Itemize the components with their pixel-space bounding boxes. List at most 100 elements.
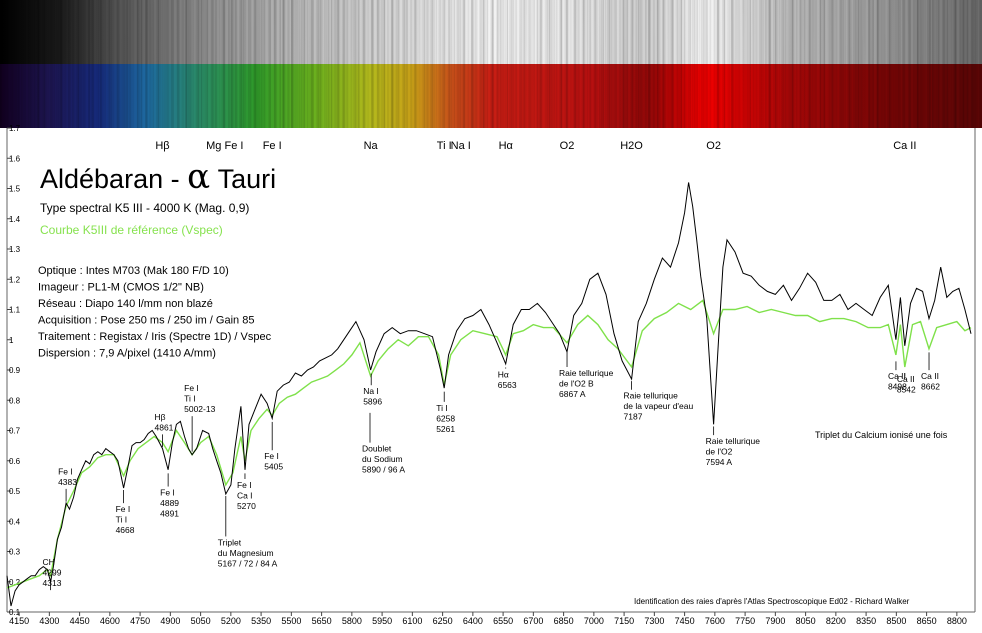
x-tick-label: 7450	[675, 616, 695, 626]
line-identification-labels: Hβ Mg Fe I Fe I Na Ti I Na I Hα O2 H2O O2 Ca II	[155, 140, 916, 152]
annotation-text: Hα	[498, 370, 509, 380]
annotation-text: 5002-13	[184, 404, 215, 414]
x-tick-label: 4600	[100, 616, 120, 626]
annotation-text: 6563	[498, 380, 517, 390]
calcium-triplet-note: Triplet du Calcium ionisé une fois	[815, 430, 948, 440]
annotation-text: Hβ	[154, 412, 165, 422]
annotation-text: Fe I	[116, 504, 131, 514]
header-text: Aldébaran - α Tauri Type spectral K5 III…	[38, 157, 276, 360]
observed-spectrum-line	[6, 182, 972, 607]
x-tick-label: 6250	[433, 616, 453, 626]
annotation-text: Raie tellurique	[624, 391, 679, 401]
x-tick-label: 4450	[70, 616, 90, 626]
y-tick-label: 1.1	[9, 306, 21, 315]
annotation-text: 5167 / 72 / 84 A	[218, 558, 278, 568]
x-tick-label: 5800	[342, 616, 362, 626]
annotation-text: 7594 A	[706, 457, 733, 467]
setup-line: Traitement : Registax / Iris (Spectre 1D…	[38, 331, 272, 343]
annotation-text: Triplet	[218, 537, 242, 547]
annotation-text: 7187	[624, 412, 643, 422]
y-tick-label: 0.6	[9, 457, 21, 466]
y-tick-label: 0.2	[9, 578, 21, 587]
y-tick-label: 0.3	[9, 548, 21, 557]
annotation-text: 8662	[921, 382, 940, 392]
line-id-label: Hβ	[155, 140, 169, 152]
line-id-label: Na	[364, 140, 379, 152]
annotation-text: 4313	[43, 578, 62, 588]
annotation-text: de l'O2	[706, 447, 733, 457]
x-tick-label: 8800	[947, 616, 967, 626]
color-spectrum-streaks	[0, 64, 982, 128]
y-tick-label: 1.2	[9, 275, 21, 284]
line-id-label: Ca II	[893, 140, 916, 152]
y-tick-label: 1.4	[9, 215, 21, 224]
line-id-label: Mg Fe I	[206, 140, 243, 152]
grayscale-spectrum-streaks	[0, 0, 982, 64]
line-id-label: Ti I	[437, 140, 452, 152]
annotation-text: Raie tellurique	[559, 368, 614, 378]
reference-curve-legend: Courbe K5III de référence (Vspec)	[40, 223, 223, 237]
annotation-text: CH	[43, 557, 55, 567]
annotation-text: Fe I	[58, 466, 73, 476]
y-tick-label: 0.5	[9, 487, 21, 496]
annotation-text: Raie tellurique	[706, 436, 761, 446]
annotation-text: du Magnesium	[218, 548, 274, 558]
line-id-label: O2	[706, 140, 721, 152]
title-constellation: Tauri	[210, 164, 276, 194]
annotation-text: 4889	[160, 498, 179, 508]
y-tick-label: 0.7	[9, 427, 21, 436]
annotation-text: 6867 A	[559, 389, 586, 399]
x-tick-label: 6700	[523, 616, 543, 626]
y-tick-label: 1	[9, 336, 14, 345]
x-tick-label: 7150	[614, 616, 634, 626]
x-tick-label: 4900	[160, 616, 180, 626]
annotation-text: de l'O2 B	[559, 379, 594, 389]
y-tick-label: 1.6	[9, 154, 21, 163]
line-id-label: O2	[560, 140, 575, 152]
x-tick-label: 6550	[493, 616, 513, 626]
x-tick-label: 8200	[826, 616, 846, 626]
line-id-label: H2O	[620, 140, 643, 152]
spectral-type-text: Type spectral K5 III - 4000 K (Mag. 0,9)	[40, 201, 249, 215]
annotation-text: de la vapeur d'eau	[624, 401, 694, 411]
x-tick-label: 7900	[765, 616, 785, 626]
annotation-text: Ca II	[897, 374, 915, 384]
x-tick-label: 5200	[221, 616, 241, 626]
x-tick-label: 5950	[372, 616, 392, 626]
annotation-text: 4299	[43, 568, 62, 578]
setup-line: Dispersion : 7,9 A/pixel (1410 A/mm)	[38, 348, 216, 360]
x-tick-label: 6400	[463, 616, 483, 626]
annotation-text: 8498	[888, 382, 907, 392]
x-tick-label: 5500	[281, 616, 301, 626]
annotation-text: Ti I	[184, 394, 196, 404]
annotation-text: Ca II	[888, 371, 906, 381]
y-tick-label: 1.3	[9, 245, 21, 254]
annotation-text: 5261	[436, 424, 455, 434]
x-axis-ticks: 4150 4300 4450 4600 4750 4900 5050 5200 5350 5500…	[9, 612, 967, 626]
setup-line: Optique : Intes M703 (Mak 180 F/D 10)	[38, 265, 229, 277]
annotation-text: Doublet	[362, 444, 392, 454]
y-tick-label: 0.8	[9, 396, 21, 405]
y-tick-label: 0.1	[9, 608, 21, 617]
x-tick-label: 4750	[130, 616, 150, 626]
setup-line: Imageur : PL1-M (CMOS 1/2" NB)	[38, 282, 204, 294]
y-tick-label: 0.4	[9, 517, 21, 526]
annotation-text: Ti I	[116, 515, 128, 525]
y-tick-label: 1.5	[9, 185, 21, 194]
